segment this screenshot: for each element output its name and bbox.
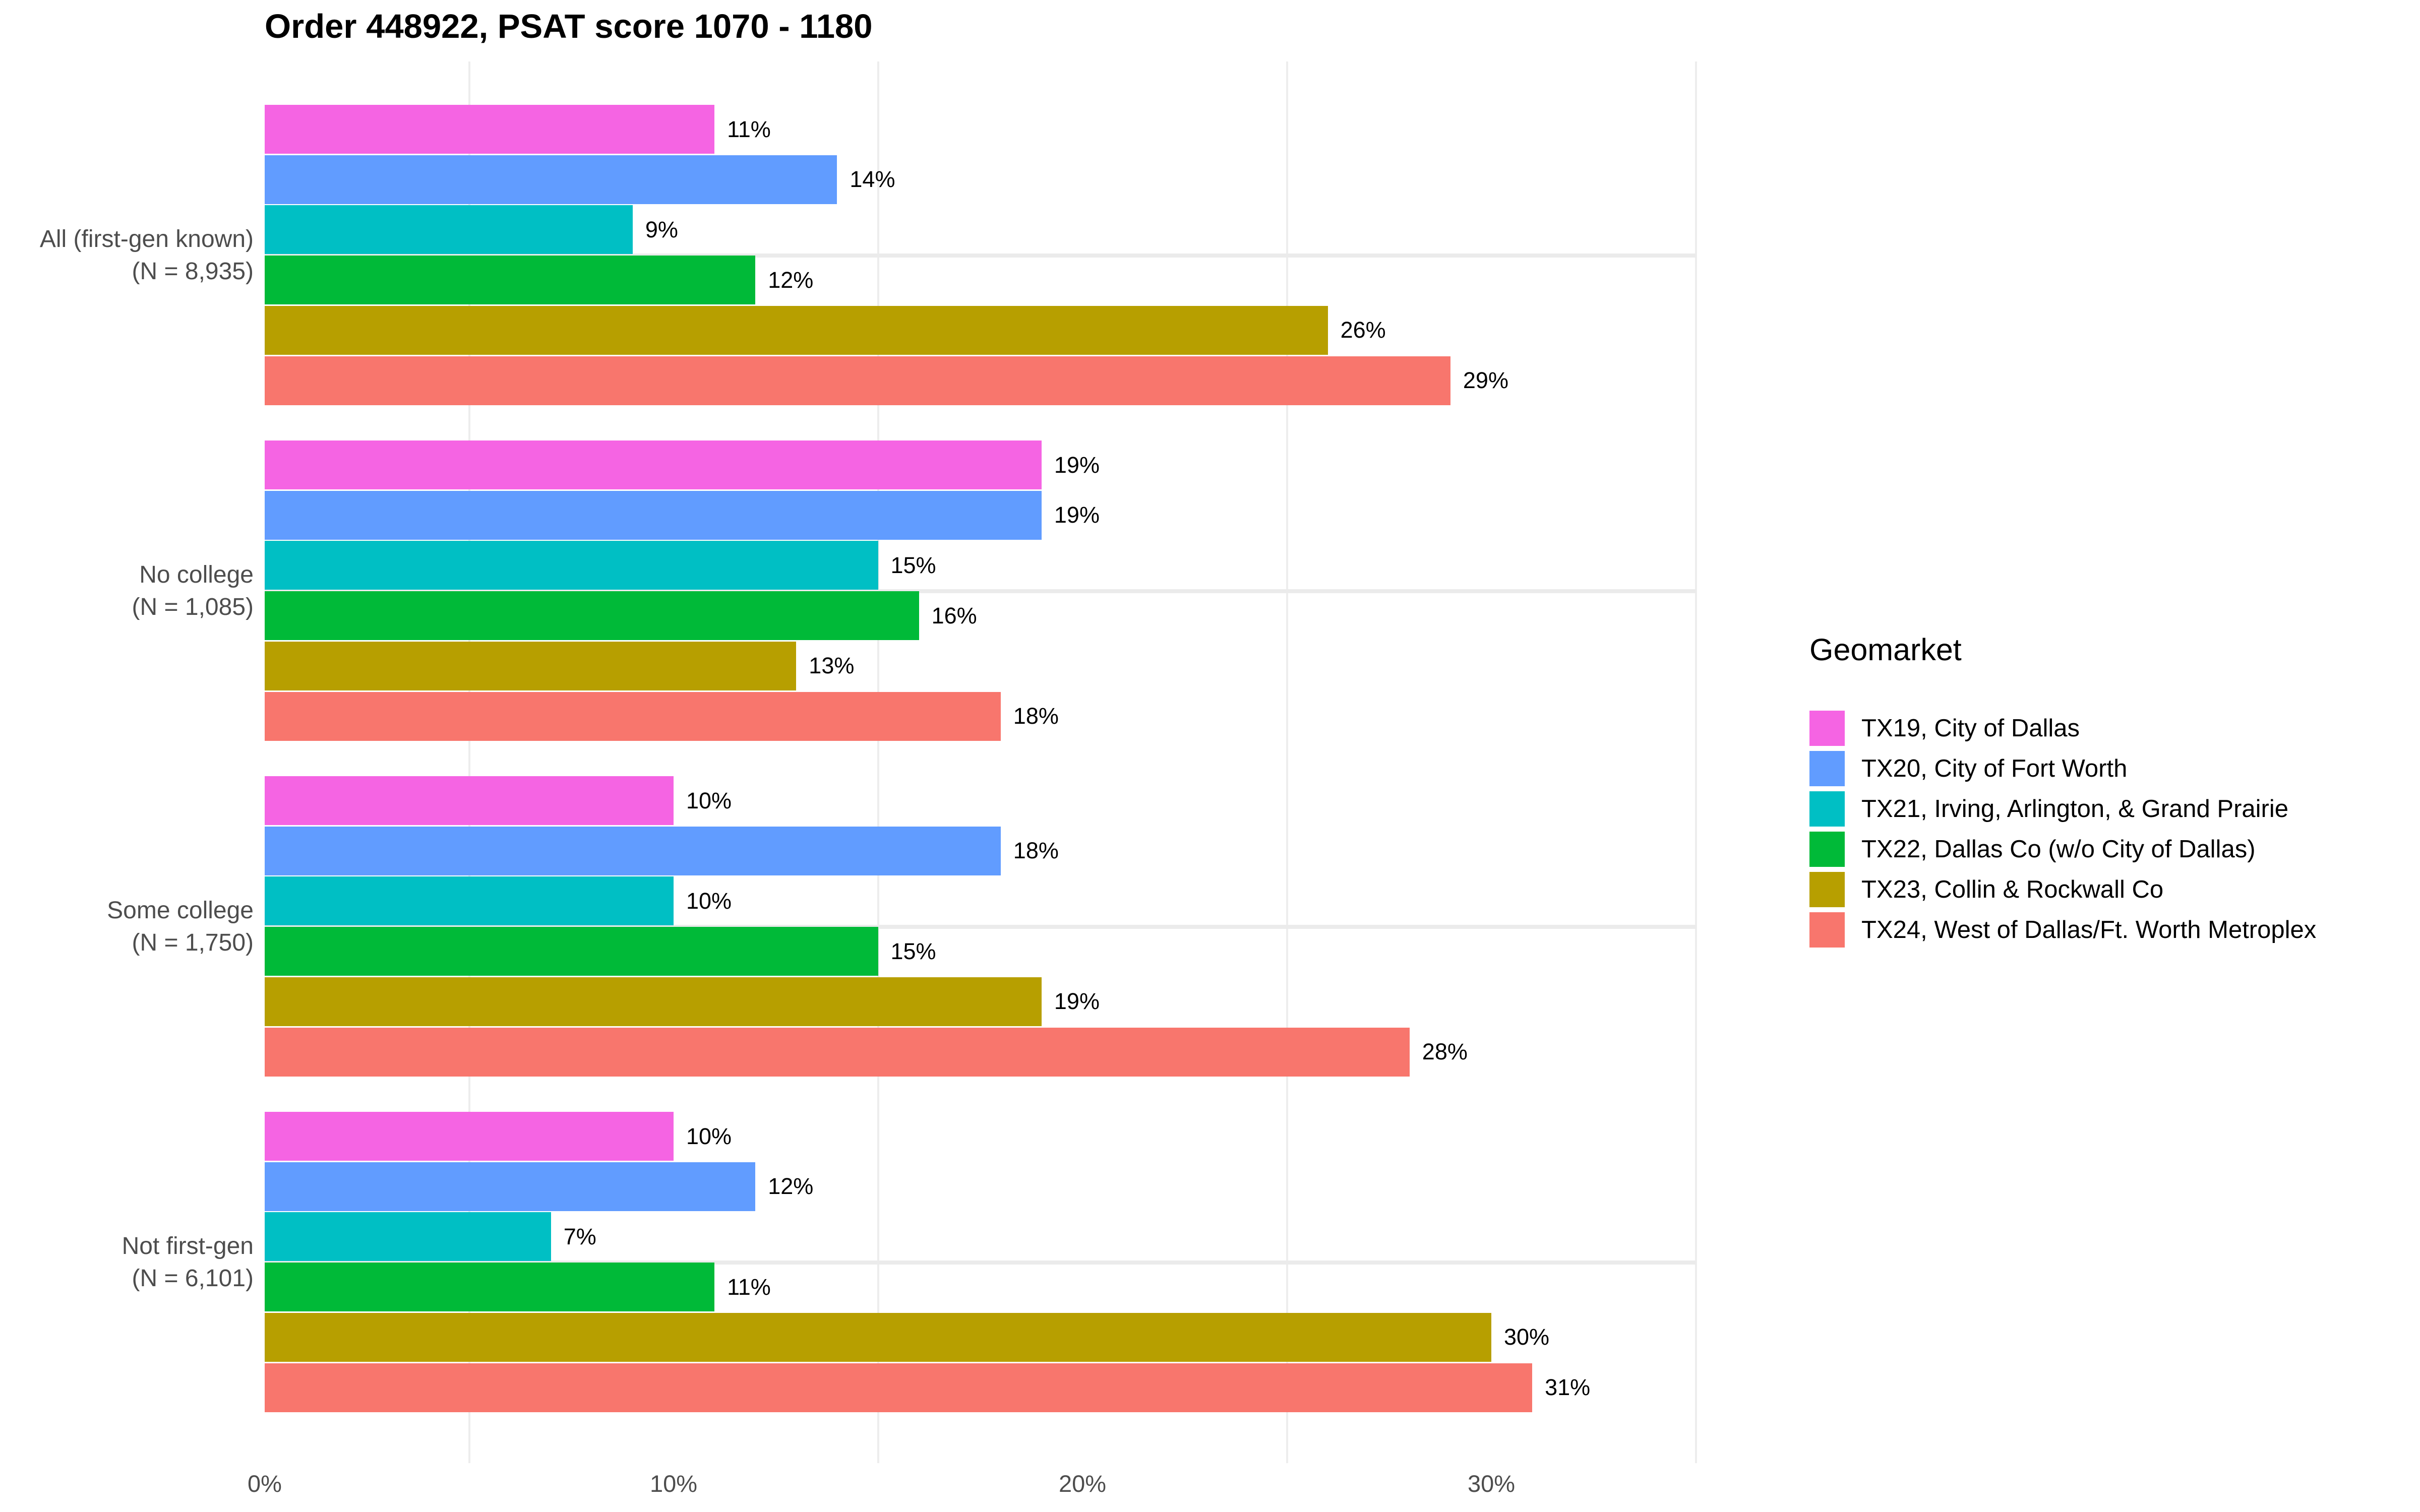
group-axis-label: No college (N = 1,085): [17, 559, 254, 623]
group-axis-label-line1: Not first-gen: [122, 1233, 254, 1259]
major-gridline-h: [265, 589, 1696, 593]
bar-value-label: 19%: [1054, 988, 1100, 1015]
legend-item-label: TX22, Dallas Co (w/o City of Dallas): [1861, 836, 2256, 863]
bar-tx22: [265, 591, 919, 641]
group-axis-label-line1: All (first-gen known): [39, 226, 254, 253]
group-axis-label-line2: (N = 6,101): [132, 1265, 254, 1292]
bar-tx23: [265, 305, 1328, 355]
bar-tx20: [265, 826, 1001, 875]
bar-tx24: [265, 691, 1001, 741]
bar-value-label: 19%: [1054, 452, 1100, 478]
bar-value-label: 18%: [1013, 838, 1059, 864]
bar-value-label: 15%: [890, 552, 936, 578]
bar-tx22: [265, 256, 756, 305]
legend-title: Geomarket: [1809, 633, 1962, 667]
legend-item: TX22, Dallas Co (w/o City of Dallas): [1809, 832, 2414, 867]
legend-item: TX19, City of Dallas: [1809, 711, 2414, 746]
bar-tx21: [265, 1212, 551, 1262]
major-gridline-h: [265, 1261, 1696, 1265]
bar-value-label: 7%: [563, 1223, 596, 1249]
bar-tx19: [265, 1112, 674, 1161]
bar-value-label: 12%: [768, 267, 814, 293]
bar-tx19: [265, 105, 715, 154]
x-tick-label: 10%: [649, 1470, 698, 1497]
legend-swatch: [1809, 711, 1845, 746]
legend-item: TX23, Collin & Rockwall Co: [1809, 872, 2414, 907]
legend-swatch: [1809, 791, 1845, 827]
legend-swatch: [1809, 872, 1845, 907]
bar-value-label: 18%: [1013, 703, 1059, 729]
x-tick-label: 30%: [1467, 1470, 1516, 1497]
bar-value-label: 14%: [850, 166, 895, 193]
legend-item: TX24, West of Dallas/Ft. Worth Metroplex: [1809, 912, 2414, 948]
bar-tx24: [265, 1027, 1410, 1077]
legend-item-label: TX19, City of Dallas: [1861, 715, 2080, 742]
legend-item: TX21, Irving, Arlington, & Grand Prairie: [1809, 791, 2414, 827]
bar-value-label: 9%: [645, 216, 678, 242]
group-axis-label: Some college (N = 1,750): [17, 895, 254, 959]
bar-tx22: [265, 1263, 715, 1312]
chart-title: Order 448922, PSAT score 1070 - 1180: [265, 8, 873, 45]
bar-value-label: 11%: [727, 1274, 771, 1300]
bar-tx19: [265, 776, 674, 825]
bar-tx23: [265, 1312, 1491, 1362]
group-axis-label-line2: (N = 1,750): [132, 929, 254, 956]
bar-tx22: [265, 927, 878, 976]
legend-item: TX20, City of Fort Worth: [1809, 751, 2414, 786]
bar-tx23: [265, 641, 797, 690]
bars-layer: 11% 14% 9% 12% 26% 29% 19% 19% 15% 16% 13% 18% 10% 18…: [265, 61, 1697, 1463]
bar-value-label: 29%: [1463, 367, 1508, 393]
minor-gridline-v: [1286, 61, 1288, 1463]
bar-tx21: [265, 541, 878, 590]
major-gridline-h: [265, 925, 1696, 929]
bar-value-label: 13%: [809, 653, 855, 679]
bar-tx24: [265, 1363, 1533, 1412]
bar-value-label: 26%: [1340, 317, 1386, 343]
bar-value-label: 16%: [931, 602, 977, 628]
bar-value-label: 10%: [686, 787, 732, 813]
bar-tx20: [265, 155, 837, 204]
bar-value-label: 11%: [727, 116, 771, 142]
bar-tx19: [265, 440, 1042, 489]
legend-item-label: TX24, West of Dallas/Ft. Worth Metroplex: [1861, 916, 2317, 943]
bar-tx21: [265, 205, 633, 255]
bar-tx20: [265, 490, 1042, 540]
group-axis-label-line2: (N = 8,935): [132, 258, 254, 285]
x-tick-label: 20%: [1058, 1470, 1107, 1497]
bar-value-label: 15%: [890, 938, 936, 964]
bar-tx23: [265, 977, 1042, 1026]
minor-gridline-v: [877, 61, 879, 1463]
legend: Geomarket TX19, City of Dallas TX20, City…: [1809, 632, 2316, 948]
group-axis-label-line2: (N = 1,085): [132, 594, 254, 620]
bar-value-label: 28%: [1422, 1039, 1468, 1064]
bar-value-label: 10%: [686, 1123, 732, 1149]
bar-value-label: 19%: [1054, 502, 1100, 528]
bar-tx20: [265, 1162, 756, 1211]
legend-swatch: [1809, 832, 1845, 867]
group-axis-label-line1: No college: [139, 561, 254, 588]
group-axis-label: Not first-gen (N = 6,101): [17, 1230, 254, 1295]
bar-tx24: [265, 356, 1450, 405]
x-tick-label: 0%: [248, 1470, 282, 1497]
group-axis-label-line1: Some college: [107, 897, 254, 924]
legend-item-label: TX20, City of Fort Worth: [1861, 755, 2128, 782]
bar-value-label: 12%: [768, 1173, 814, 1200]
group-axis-label: All (first-gen known) (N = 8,935): [17, 223, 254, 288]
minor-gridline-v: [468, 61, 470, 1463]
bar-tx21: [265, 876, 674, 926]
legend-swatch: [1809, 912, 1845, 948]
bar-value-label: 30%: [1504, 1324, 1550, 1350]
bar-value-label: 10%: [686, 888, 732, 914]
legend-item-label: TX23, Collin & Rockwall Co: [1861, 876, 2164, 903]
legend-swatch: [1809, 751, 1845, 786]
bar-value-label: 31%: [1545, 1374, 1591, 1400]
legend-item-label: TX21, Irving, Arlington, & Grand Prairie: [1861, 795, 2288, 823]
major-gridline-h: [265, 254, 1696, 258]
plot-panel: 11% 14% 9% 12% 26% 29% 19% 19% 15% 16% 13% 18% 10% 18…: [265, 61, 1697, 1463]
minor-gridline-v: [1695, 61, 1697, 1463]
